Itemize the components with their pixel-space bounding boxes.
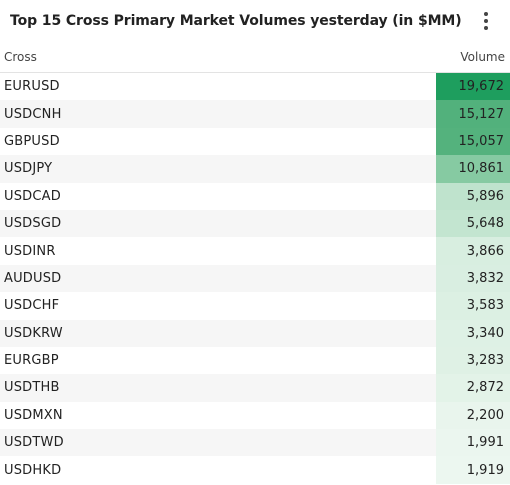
table-row[interactable]: USDCAD 5,896: [0, 182, 510, 210]
cell-volume: 3,340: [436, 319, 510, 347]
table-row[interactable]: USDMXN 2,200: [0, 401, 510, 430]
widget-title: Top 15 Cross Primary Market Volumes yest…: [10, 13, 462, 29]
table-row[interactable]: EURUSD 19,672: [0, 73, 510, 101]
table-row[interactable]: USDINR 3,866: [0, 237, 510, 265]
cell-volume: 5,648: [436, 209, 510, 238]
cell-cross: USDINR: [4, 243, 56, 259]
cell-volume: 5,896: [436, 182, 510, 210]
table-row[interactable]: EURGBP 3,283: [0, 346, 510, 375]
cell-cross: EURGBP: [4, 353, 59, 369]
table-row[interactable]: USDTHB 2,872: [0, 374, 510, 402]
cell-volume: 19,672: [436, 73, 510, 101]
cell-cross: USDHKD: [4, 462, 62, 478]
table-row[interactable]: USDHKD 1,919: [0, 456, 510, 484]
cell-cross: GBPUSD: [4, 133, 60, 149]
menu-dot: [484, 19, 488, 23]
table-row[interactable]: USDKRW 3,340: [0, 319, 510, 347]
more-vertical-icon[interactable]: [476, 9, 496, 33]
cell-cross: USDJPY: [4, 161, 53, 177]
cell-cross: EURUSD: [4, 79, 60, 95]
column-header-volume[interactable]: Volume: [460, 50, 505, 64]
cell-volume: 3,866: [436, 237, 510, 265]
cell-cross: USDCHF: [4, 298, 60, 314]
cell-cross: USDCNH: [4, 106, 62, 122]
cell-volume: 3,832: [436, 264, 510, 293]
cell-cross: USDKRW: [4, 325, 63, 341]
cell-cross: USDTHB: [4, 380, 60, 396]
table-row[interactable]: GBPUSD 15,057: [0, 127, 510, 156]
cell-cross: USDCAD: [4, 188, 61, 204]
cell-volume: 10,861: [436, 155, 510, 183]
cell-volume: 3,283: [436, 346, 510, 375]
cell-volume: 3,583: [436, 292, 510, 320]
widget-header: Top 15 Cross Primary Market Volumes yest…: [0, 0, 510, 42]
menu-dot: [484, 26, 488, 30]
cell-volume: 2,872: [436, 374, 510, 402]
table-row[interactable]: USDCNH 15,127: [0, 100, 510, 128]
table-body: EURUSD 19,672 USDCNH 15,127 GBPUSD 15,057 USDJ…: [0, 73, 510, 484]
column-header-cross[interactable]: Cross: [4, 50, 37, 64]
cell-cross: USDTWD: [4, 435, 64, 451]
table-header: Cross Volume: [0, 42, 510, 73]
table-row[interactable]: USDTWD 1,991: [0, 429, 510, 457]
cell-cross: USDMXN: [4, 407, 63, 423]
cell-volume: 15,127: [436, 100, 510, 128]
cell-volume: 1,991: [436, 429, 510, 457]
cell-volume: 15,057: [436, 127, 510, 156]
table-row[interactable]: USDCHF 3,583: [0, 292, 510, 320]
table-row[interactable]: AUDUSD 3,832: [0, 264, 510, 293]
table-row[interactable]: USDSGD 5,648: [0, 209, 510, 238]
cell-volume: 2,200: [436, 401, 510, 430]
cell-volume: 1,919: [436, 456, 510, 484]
volumes-table: Cross Volume EURUSD 19,672 USDCNH 15,127 GBP…: [0, 42, 510, 484]
cell-cross: AUDUSD: [4, 270, 62, 286]
menu-dot: [484, 12, 488, 16]
table-row[interactable]: USDJPY 10,861: [0, 155, 510, 183]
cell-cross: USDSGD: [4, 216, 62, 232]
